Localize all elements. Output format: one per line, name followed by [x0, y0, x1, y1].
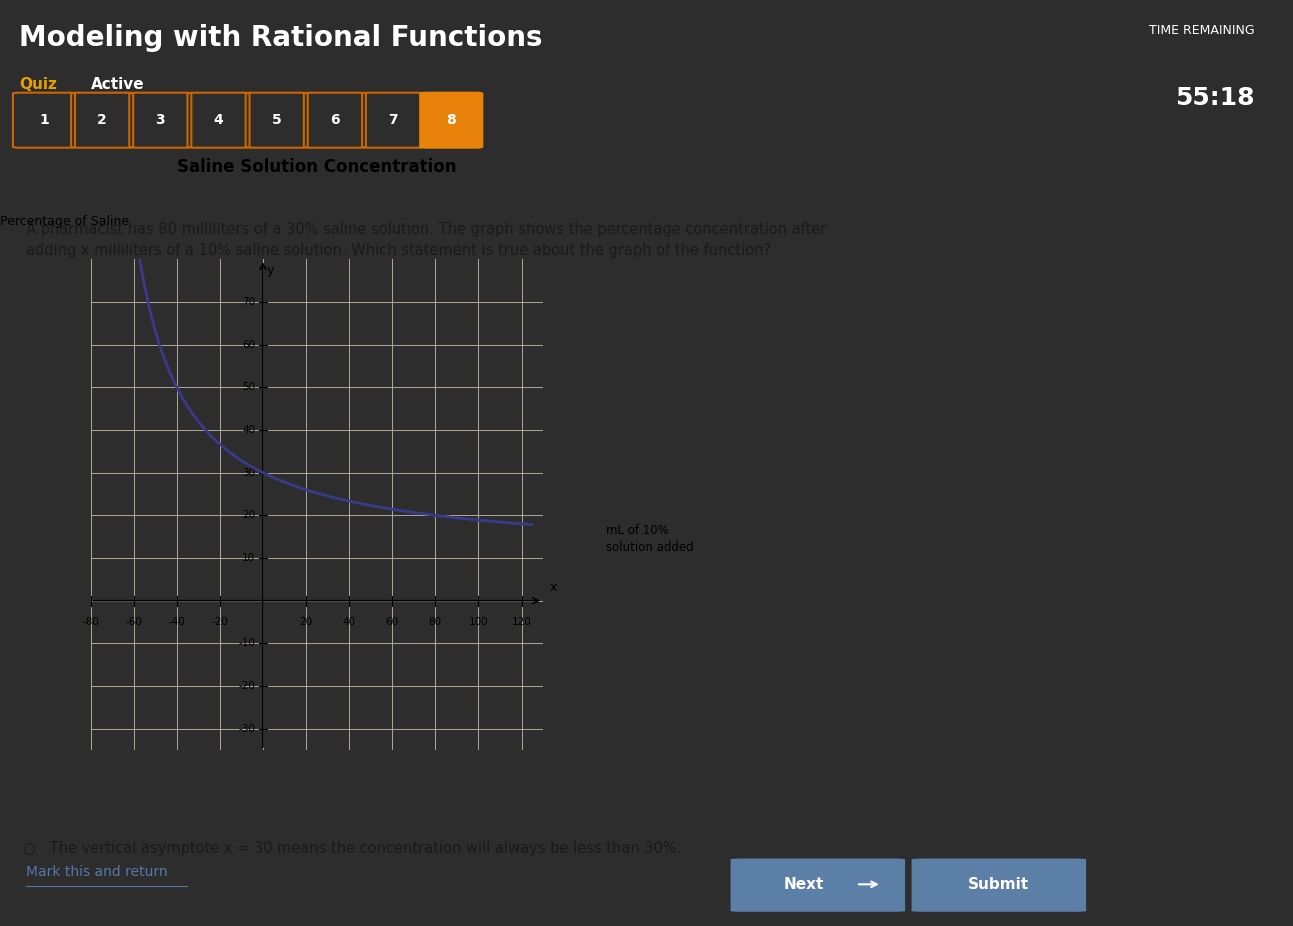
Text: -80: -80 [81, 617, 100, 627]
Text: 60: 60 [242, 340, 256, 350]
Text: TIME REMAINING: TIME REMAINING [1148, 24, 1254, 37]
Text: 40: 40 [242, 425, 256, 435]
Text: 5: 5 [272, 113, 282, 127]
Text: 40: 40 [343, 617, 356, 627]
Text: -40: -40 [168, 617, 185, 627]
Text: Next: Next [784, 877, 825, 892]
Text: -30: -30 [238, 724, 256, 733]
FancyBboxPatch shape [912, 858, 1086, 912]
Text: y: y [266, 264, 274, 277]
Text: A pharmacist has 80 milliliters of a 30% saline solution. The graph shows the pe: A pharmacist has 80 milliliters of a 30%… [26, 222, 826, 257]
Text: 6: 6 [330, 113, 340, 127]
Text: -60: -60 [125, 617, 142, 627]
Text: 4: 4 [213, 113, 224, 127]
Text: 50: 50 [242, 382, 256, 393]
Text: 120: 120 [512, 617, 531, 627]
Text: Submit: Submit [968, 877, 1029, 892]
Text: 1: 1 [39, 113, 49, 127]
FancyBboxPatch shape [420, 93, 482, 147]
Text: 8: 8 [446, 113, 456, 127]
Text: Quiz: Quiz [19, 78, 57, 93]
Text: Modeling with Rational Functions: Modeling with Rational Functions [19, 24, 543, 53]
Text: 3: 3 [155, 113, 166, 127]
Text: -20: -20 [211, 617, 229, 627]
Text: 80: 80 [429, 617, 442, 627]
Text: x: x [550, 582, 557, 594]
Text: 7: 7 [388, 113, 398, 127]
Text: Active: Active [91, 78, 144, 93]
Text: 10: 10 [242, 553, 256, 563]
Text: mL of 10%
solution added: mL of 10% solution added [606, 524, 694, 554]
Text: -10: -10 [238, 638, 256, 648]
Text: Saline Solution Concentration: Saline Solution Concentration [177, 157, 456, 176]
Text: ○   The vertical asymptote x = 30 means the concentration will always be less th: ○ The vertical asymptote x = 30 means th… [23, 841, 681, 856]
Text: 2: 2 [97, 113, 107, 127]
Text: -20: -20 [238, 681, 256, 691]
Text: 20: 20 [242, 510, 256, 520]
Text: 55:18: 55:18 [1175, 85, 1254, 109]
Text: Percentage of Saline: Percentage of Saline [0, 215, 129, 228]
Text: 60: 60 [385, 617, 398, 627]
Text: 20: 20 [300, 617, 313, 627]
Text: 100: 100 [468, 617, 489, 627]
Text: 30: 30 [242, 468, 256, 478]
Text: 70: 70 [242, 297, 256, 307]
Text: Mark this and return: Mark this and return [26, 865, 168, 879]
FancyBboxPatch shape [731, 858, 905, 912]
